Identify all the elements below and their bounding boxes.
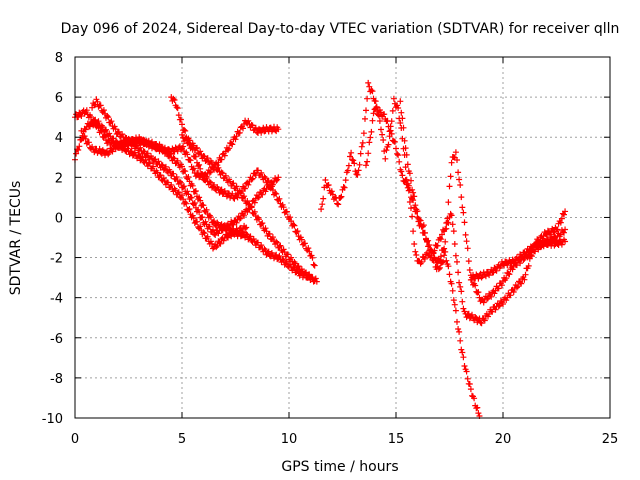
y-tick-label: -2 <box>50 252 63 267</box>
series-track-7 <box>318 79 483 419</box>
series-track-4 <box>89 96 282 238</box>
y-tick-label: 6 <box>55 91 63 106</box>
y-tick-label: 2 <box>55 171 63 186</box>
series-track-5 <box>168 94 318 269</box>
series-track-9 <box>397 98 569 327</box>
scatter-points <box>179 131 314 281</box>
y-tick-label: -8 <box>50 372 63 387</box>
plot-frame <box>74 56 611 419</box>
grid-layer <box>75 57 610 418</box>
scatter-points <box>168 94 318 269</box>
y-tick-label: -10 <box>42 412 63 427</box>
marks-layer <box>72 79 569 419</box>
scatter-points <box>397 98 569 327</box>
y-tick-label: 4 <box>55 131 63 146</box>
scatter-points <box>89 96 282 238</box>
x-tick-label: 10 <box>281 432 298 447</box>
ticks-layer: 0 5 10 15 20 25 -10 -8 -6 -4 -2 0 2 4 6 8 <box>42 51 619 447</box>
y-tick-label: -4 <box>50 292 63 307</box>
chart-title: Day 096 of 2024, Sidereal Day-to-day VTE… <box>61 21 620 37</box>
y-tick-label: -6 <box>50 332 63 347</box>
y-tick-label: 0 <box>55 211 63 226</box>
x-tick-label: 20 <box>495 432 512 447</box>
y-axis-title: SDTVAR / TECUs <box>8 181 24 296</box>
scatter-points <box>318 79 483 419</box>
series-track-10 <box>467 236 569 283</box>
x-tick-label: 0 <box>71 432 79 447</box>
x-tick-label: 5 <box>178 432 186 447</box>
x-tick-label: 25 <box>602 432 619 447</box>
y-tick-label: 8 <box>55 51 63 66</box>
scatter-points <box>467 236 569 283</box>
series-track-6 <box>179 131 314 281</box>
x-axis-title: GPS time / hours <box>281 459 398 475</box>
x-tick-label: 15 <box>388 432 405 447</box>
